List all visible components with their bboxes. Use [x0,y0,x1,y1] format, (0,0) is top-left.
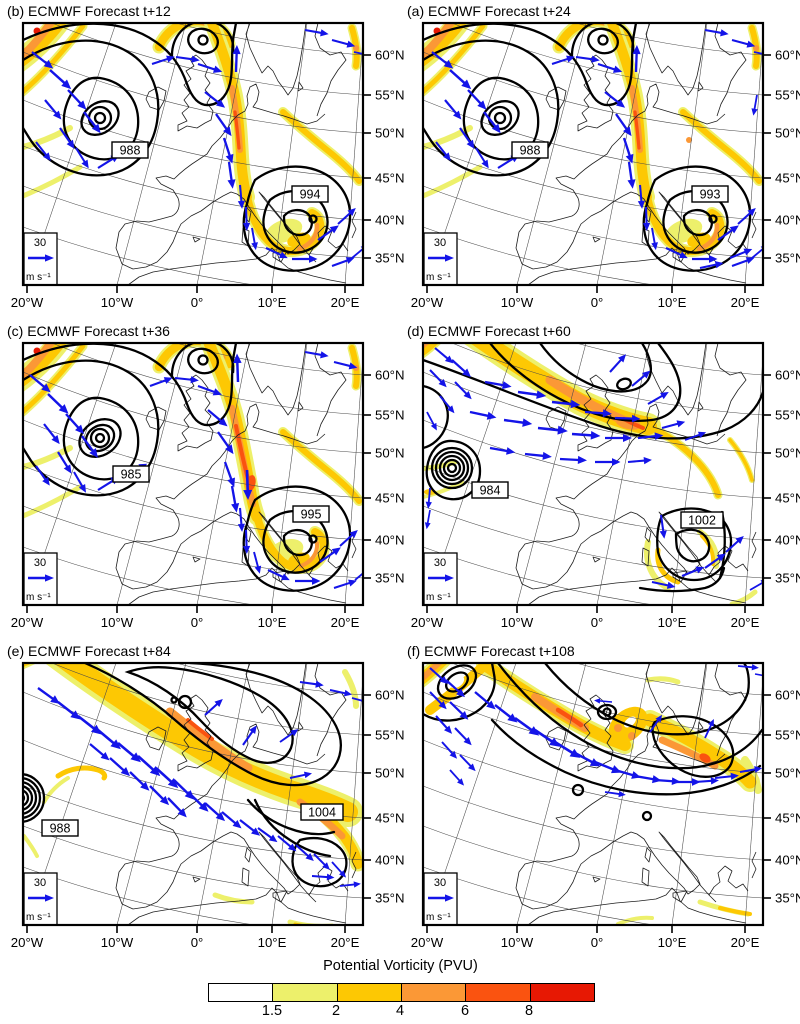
forecast-map [400,640,800,960]
colorbar-tick-label: 1.5 [261,1003,283,1019]
slp-contours [23,663,348,888]
panel-e-t84: (e) ECMWF Forecast t+84 [0,640,400,960]
panel-f-t108: (f) ECMWF Forecast t+108 [400,640,800,960]
panel-title: (a) ECMWF Forecast t+24 [407,3,571,19]
panel-c-t36: (c) ECMWF Forecast t+36 [0,320,400,640]
forecast-map: 988 993 [400,0,800,320]
colorbar-tick-label: 8 [524,1003,534,1019]
pv-shading [23,663,363,925]
pressure-label: 1004 [300,803,344,821]
colorbar-segment [401,984,467,1001]
pressure-label: 988 [41,819,79,837]
pressure-label: 1002 [680,511,724,529]
colorbar-bar [208,983,595,1002]
colorbar-segment [337,984,402,1001]
colorbar-segment [273,984,338,1001]
colorbar-tick-label: 2 [331,1003,341,1019]
svg-text:985: 985 [121,468,142,482]
svg-text:988: 988 [120,144,141,158]
pressure-label: 995 [292,505,330,523]
colorbar-tick-label: 6 [460,1003,470,1019]
forecast-map: 984 1002 [400,320,800,640]
forecast-map: 988 994 [0,0,400,320]
panel-d-t60: (d) ECMWF Forecast t+60 [400,320,800,640]
panel-title: (e) ECMWF Forecast t+84 [7,643,171,659]
panel-b-t12: (b) ECMWF Forecast t+12 988 994 [0,0,400,320]
forecast-map: 985 995 [0,320,400,640]
svg-text:993: 993 [700,188,721,202]
pressure-label: 993 [691,185,729,203]
pressure-label: 984 [471,481,509,499]
slp-contours [423,343,763,593]
svg-text:994: 994 [300,188,321,202]
panel-title: (f) ECMWF Forecast t+108 [407,643,575,659]
svg-text:988: 988 [520,144,541,158]
svg-text:984: 984 [480,484,501,498]
pressure-label: 994 [291,185,329,203]
colorbar-tick-label: 4 [395,1003,405,1019]
forecast-map: 988 1004 [0,640,400,960]
panel-title: (d) ECMWF Forecast t+60 [407,323,571,339]
pressure-label: 985 [112,465,150,483]
panel-a-t24: (a) ECMWF Forecast t+24 [400,0,800,320]
colorbar-segment [209,984,274,1001]
pv-shading [394,2,759,251]
colorbar: Potential Vorticity (PVU) 1.5 2 4 6 8 [208,958,595,1024]
pv-shading [0,2,359,251]
wind-arrows [34,677,363,891]
colorbar-title: Potential Vorticity (PVU) [323,958,478,974]
svg-text:1002: 1002 [688,514,716,528]
pv-shading [423,663,762,925]
colorbar-segment [466,984,531,1001]
wind-arrows [423,344,763,594]
pressure-label: 988 [111,141,149,159]
svg-text:995: 995 [301,508,322,522]
svg-text:1004: 1004 [308,806,336,820]
panel-title: (b) ECMWF Forecast t+12 [7,3,171,19]
panel-title: (c) ECMWF Forecast t+36 [7,323,170,339]
svg-text:988: 988 [50,822,71,836]
pressure-label: 988 [511,141,549,159]
colorbar-segment [530,984,594,1001]
